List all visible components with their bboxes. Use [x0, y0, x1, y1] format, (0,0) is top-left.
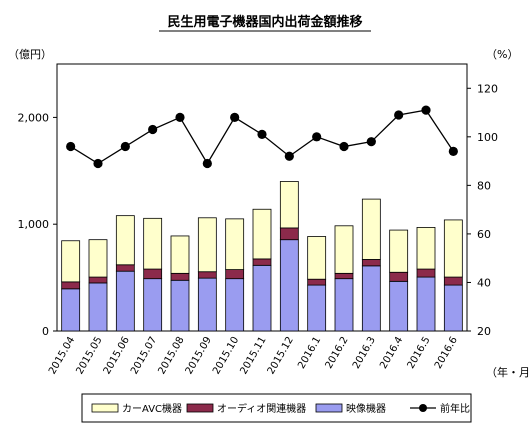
x-tick-label: 2015.11: [238, 335, 268, 376]
bar-オーディオ関連機器: [252, 258, 272, 266]
x-tick-label: 2016.2: [324, 335, 351, 371]
line-point-前年比: [93, 158, 103, 169]
line-point-前年比: [66, 141, 76, 152]
y-right-tick-label: 80: [477, 179, 491, 192]
bar-カーAVC機器: [197, 217, 217, 273]
legend-swatch: [419, 404, 427, 412]
bar-映像機器: [170, 279, 190, 332]
bar-映像機器: [279, 239, 299, 332]
legend-label: 前年比: [440, 402, 470, 415]
bar-カーAVC機器: [88, 239, 108, 278]
y-axis-right-label: （%）: [486, 48, 518, 61]
legend-swatch: [91, 403, 119, 413]
bar-オーディオ関連機器: [115, 264, 135, 272]
bar-映像機器: [88, 282, 108, 332]
line-point-前年比: [448, 146, 458, 156]
bar-カーAVC機器: [115, 215, 135, 266]
bar-オーディオ関連機器: [143, 268, 163, 280]
bar-オーディオ関連機器: [389, 271, 409, 282]
x-tick-label: 2016.1: [296, 335, 323, 371]
x-tick-label: 2015.04: [47, 335, 77, 376]
legend-swatch: [315, 403, 343, 413]
bar-オーディオ関連機器: [61, 281, 81, 290]
x-tick-label: 2015.06: [102, 335, 132, 376]
bar-映像機器: [143, 278, 163, 332]
legend-label: オーディオ関連機器: [217, 402, 306, 415]
bar-オーディオ関連機器: [307, 278, 327, 286]
bar-カーAVC機器: [252, 208, 272, 260]
chart-title: 民生用電子機器国内出荷金額推移: [167, 14, 362, 30]
bar-映像機器: [416, 276, 436, 332]
line-point-前年比: [120, 141, 130, 152]
y-axis-left-label: （億円）: [8, 48, 52, 61]
bar-映像機器: [197, 277, 217, 332]
bar-カーAVC機器: [416, 227, 436, 270]
x-tick-label: 2015.05: [74, 335, 104, 376]
bar-カーAVC機器: [279, 181, 299, 229]
bar-オーディオ関連機器: [279, 227, 299, 241]
y-right-tick-label: 120: [477, 82, 498, 95]
line-point-前年比: [202, 158, 212, 169]
x-tick-label: 2015.08: [156, 335, 186, 376]
bar-オーディオ関連機器: [361, 259, 381, 267]
line-point-前年比: [394, 110, 404, 120]
bar-オーディオ関連機器: [225, 269, 245, 280]
legend-box: [81, 393, 472, 423]
bar-オーディオ関連機器: [197, 271, 217, 279]
legend-label: カーAVC機器: [122, 402, 182, 415]
bar-映像機器: [361, 265, 381, 332]
bar-映像機器: [115, 270, 135, 332]
bar-カーAVC機器: [307, 236, 327, 280]
bar-オーディオ関連機器: [416, 268, 436, 278]
bar-映像機器: [334, 278, 354, 332]
x-tick-label: 2016.5: [406, 335, 433, 371]
bar-映像機器: [225, 278, 245, 332]
line-point-前年比: [284, 151, 294, 161]
bar-カーAVC機器: [334, 225, 354, 274]
legend-label: 映像機器: [346, 402, 386, 415]
line-point-前年比: [421, 105, 431, 115]
bar-映像機器: [307, 284, 327, 332]
bar-オーディオ関連機器: [170, 272, 190, 281]
x-axis-label: （年・月）: [486, 365, 529, 379]
bar-映像機器: [61, 288, 81, 332]
line-point-前年比: [175, 112, 185, 122]
line-point-前年比: [312, 132, 322, 142]
x-tick-label: 2016.4: [378, 335, 405, 371]
bar-映像機器: [443, 284, 463, 332]
y-left-tick-label: 2,000: [18, 111, 50, 124]
bar-映像機器: [252, 264, 272, 332]
x-tick-label: 2015.07: [129, 335, 159, 376]
bar-カーAVC機器: [361, 198, 381, 260]
x-tick-label: 2015.10: [211, 335, 241, 376]
line-point-前年比: [366, 137, 376, 147]
bar-カーAVC機器: [61, 240, 81, 283]
bar-オーディオ関連機器: [88, 276, 108, 284]
y-right-tick-label: 20: [477, 325, 491, 338]
y-right-tick-label: 40: [477, 276, 491, 289]
bar-カーAVC機器: [225, 218, 245, 270]
line-point-前年比: [230, 112, 240, 122]
legend-swatch: [186, 403, 214, 413]
x-tick-label: 2016.6: [433, 335, 460, 371]
bar-カーAVC機器: [143, 217, 163, 270]
line-point-前年比: [148, 124, 158, 135]
y-left-tick-label: 0: [42, 325, 49, 338]
x-tick-label: 2015.12: [266, 335, 296, 376]
line-point-前年比: [257, 129, 267, 139]
y-right-tick-label: 100: [477, 131, 498, 144]
bar-カーAVC機器: [389, 229, 409, 273]
bar-オーディオ関連機器: [443, 276, 463, 286]
bar-カーAVC機器: [170, 235, 190, 274]
bar-映像機器: [389, 280, 409, 332]
x-tick-label: 2015.09: [184, 335, 214, 376]
bar-カーAVC機器: [443, 219, 463, 278]
y-right-tick-label: 60: [477, 228, 491, 241]
y-left-tick-label: 1,000: [18, 218, 50, 231]
line-point-前年比: [339, 141, 349, 152]
bar-オーディオ関連機器: [334, 272, 354, 280]
x-tick-label: 2016.3: [351, 335, 378, 371]
